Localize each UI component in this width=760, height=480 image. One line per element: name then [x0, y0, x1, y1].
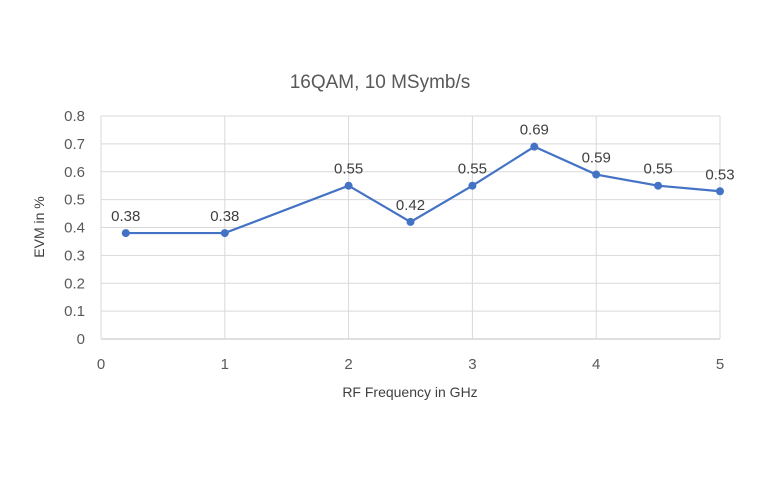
data-label: 0.55 — [643, 161, 672, 178]
data-point — [530, 142, 539, 151]
data-point — [654, 181, 663, 190]
x-tick-label: 3 — [468, 356, 476, 373]
data-point — [406, 217, 415, 226]
y-tick-label: 0.5 — [64, 192, 85, 209]
data-point — [592, 170, 601, 179]
data-point — [716, 187, 724, 196]
data-label: 0.53 — [705, 166, 734, 183]
data-point — [121, 229, 130, 238]
chart-title: 16QAM, 10 MSymb/s — [290, 72, 471, 93]
y-tick-label: 0.7 — [64, 136, 85, 153]
x-axis-title: RF Frequency in GHz — [342, 384, 477, 400]
y-tick-label: 0.1 — [64, 303, 85, 320]
y-tick-label: 0.3 — [64, 247, 85, 264]
x-axis-ticks: 0 1 2 3 4 5 — [97, 356, 724, 373]
data-point — [344, 181, 353, 190]
x-tick-label: 4 — [592, 356, 600, 373]
data-label: 0.59 — [582, 150, 611, 167]
y-tick-label: 0.6 — [64, 164, 85, 181]
gridlines — [100, 115, 721, 340]
data-point — [220, 229, 229, 238]
x-tick-label: 2 — [344, 356, 352, 373]
y-tick-label: 0.2 — [64, 275, 85, 292]
data-point — [468, 181, 477, 190]
x-tick-label: 0 — [97, 356, 105, 373]
y-axis-ticks: 0 0.1 0.2 0.3 0.4 0.5 0.6 0.7 0.8 — [64, 108, 85, 348]
data-label: 0.55 — [458, 161, 487, 178]
series-layer: 0.38 0.38 0.55 0.42 0.55 0.69 0.59 0.55 0.53 — [111, 122, 735, 238]
y-tick-label: 0 — [77, 331, 85, 348]
data-label: 0.42 — [396, 197, 425, 214]
x-tick-label: 5 — [716, 356, 724, 373]
data-label: 0.69 — [520, 122, 549, 139]
data-label: 0.55 — [334, 161, 363, 178]
y-tick-label: 0.8 — [64, 108, 85, 125]
y-tick-label: 0.4 — [64, 220, 85, 237]
x-tick-label: 1 — [221, 356, 229, 373]
y-axis-title: EVM in % — [31, 196, 47, 257]
data-label: 0.38 — [210, 208, 239, 225]
data-label: 0.38 — [111, 208, 140, 225]
